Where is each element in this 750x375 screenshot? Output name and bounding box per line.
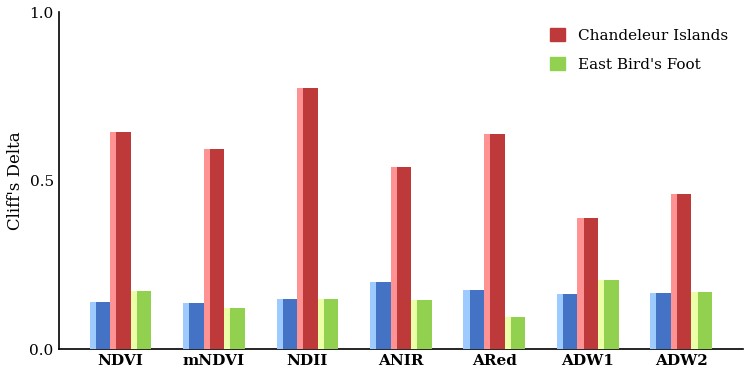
Bar — [110, 132, 116, 349]
Bar — [297, 88, 318, 349]
Bar — [484, 134, 505, 349]
Bar — [692, 292, 712, 349]
Bar — [670, 194, 677, 349]
Bar — [598, 280, 604, 349]
Bar — [464, 290, 470, 349]
Bar — [370, 282, 376, 349]
Bar — [110, 132, 130, 349]
Bar — [130, 291, 152, 349]
Bar — [90, 302, 110, 349]
Bar — [183, 303, 189, 349]
Bar — [370, 282, 391, 349]
Y-axis label: Cliff's Delta: Cliff's Delta — [7, 132, 24, 230]
Bar — [411, 300, 432, 349]
Bar — [650, 292, 670, 349]
Bar — [183, 303, 204, 349]
Bar — [130, 291, 137, 349]
Bar — [318, 299, 338, 349]
Bar — [464, 290, 484, 349]
Bar — [692, 292, 698, 349]
Bar — [277, 299, 297, 349]
Bar — [578, 218, 584, 349]
Bar — [556, 294, 563, 349]
Bar — [391, 167, 411, 349]
Bar — [90, 302, 96, 349]
Bar — [318, 299, 324, 349]
Bar — [505, 316, 511, 349]
Bar — [650, 292, 656, 349]
Bar — [224, 308, 230, 349]
Bar — [598, 280, 619, 349]
Bar — [505, 316, 525, 349]
Bar — [411, 300, 417, 349]
Bar — [204, 149, 224, 349]
Bar — [297, 88, 303, 349]
Bar — [670, 194, 692, 349]
Bar — [484, 134, 490, 349]
Bar — [391, 167, 397, 349]
Bar — [224, 308, 245, 349]
Bar — [277, 299, 283, 349]
Bar — [556, 294, 578, 349]
Bar — [204, 149, 210, 349]
Legend: Chandeleur Islands, East Bird's Foot: Chandeleur Islands, East Bird's Foot — [542, 20, 736, 79]
Bar — [578, 218, 598, 349]
